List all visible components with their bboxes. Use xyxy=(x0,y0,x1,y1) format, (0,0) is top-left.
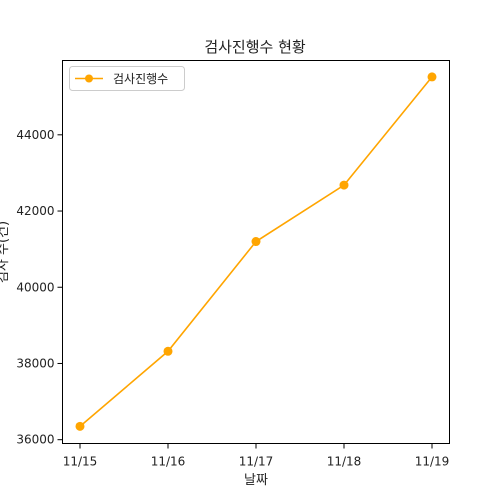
data-point xyxy=(163,346,173,356)
y-tick-label: 42000 xyxy=(16,204,54,218)
y-tick-label: 36000 xyxy=(16,433,54,447)
x-tick-label: 11/19 xyxy=(415,455,450,469)
y-axis-label: 검사 수(건) xyxy=(0,221,11,283)
legend: 검사진행수 xyxy=(69,66,185,91)
chart-title: 검사진행수 현황 xyxy=(204,38,306,56)
legend-box xyxy=(69,66,185,91)
series-line xyxy=(79,76,433,427)
y-tick-label: 40000 xyxy=(16,280,54,294)
data-point xyxy=(75,421,85,431)
x-tick-label: 11/18 xyxy=(327,455,362,469)
y-tick-label: 38000 xyxy=(16,356,54,370)
x-tick-label: 11/16 xyxy=(151,455,186,469)
x-tick-label: 11/15 xyxy=(63,455,98,469)
x-axis: 11/15 11/16 11/17 11/18 11/19 xyxy=(63,443,450,469)
data-point xyxy=(339,180,349,190)
x-axis-label: 날짜 xyxy=(244,473,268,488)
y-axis: 36000 38000 40000 42000 44000 xyxy=(16,128,63,447)
plot-area-frame xyxy=(62,60,450,444)
legend-label: 검사진행수 xyxy=(113,71,168,86)
series-layer xyxy=(75,72,437,431)
x-tick-label: 11/17 xyxy=(239,455,274,469)
data-point xyxy=(427,72,437,82)
y-tick-label: 44000 xyxy=(16,128,54,142)
legend-marker-swatch xyxy=(85,74,93,83)
data-point xyxy=(251,237,261,247)
